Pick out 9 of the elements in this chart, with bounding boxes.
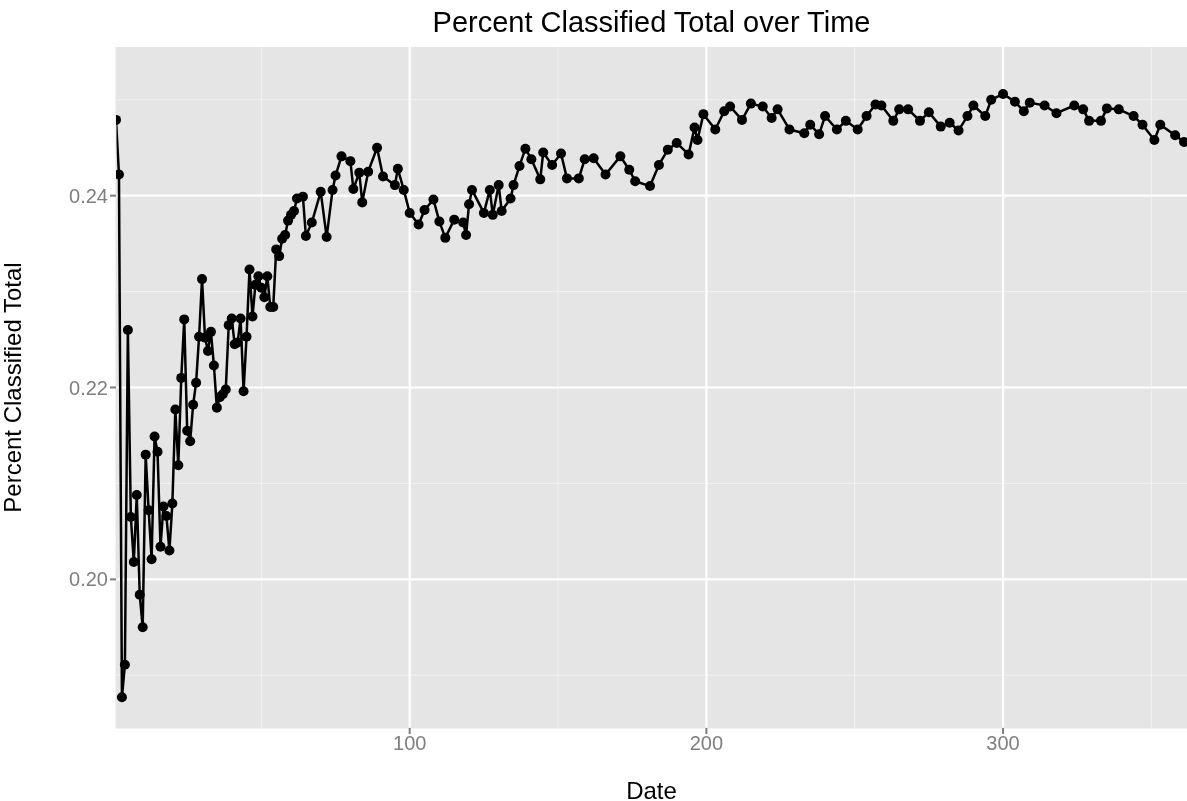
x-axis-title: Date xyxy=(626,777,677,801)
y-axis-title: Percent Classified Total xyxy=(0,262,26,513)
x-tick-label: 200 xyxy=(689,732,724,755)
y-tick-label: 0.24 xyxy=(69,184,108,207)
chart-title: Percent Classified Total over Time xyxy=(431,6,872,39)
y-tick-label: 0.22 xyxy=(69,376,108,399)
x-tick-label: 300 xyxy=(986,732,1020,755)
y-tick-label: 0.20 xyxy=(69,568,108,591)
x-tick-label: 100 xyxy=(393,732,427,755)
